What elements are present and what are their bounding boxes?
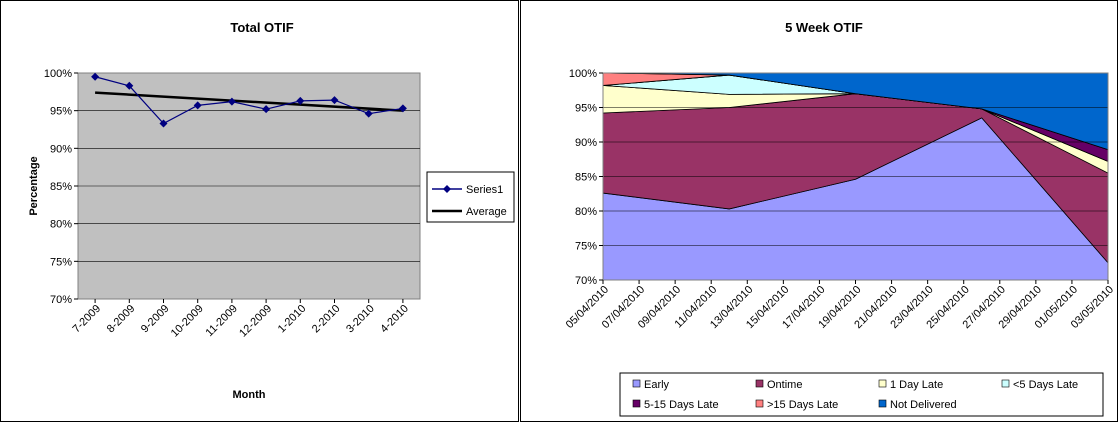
series1-legend-marker <box>443 185 451 193</box>
average-trendline <box>95 91 403 112</box>
legend-swatch-ontime <box>755 379 764 388</box>
legend-swatch-5-15-days-late <box>632 399 641 408</box>
series1-point <box>330 96 339 105</box>
y-tick-label: 80% <box>50 219 72 231</box>
legend-swatch-1-day-late <box>878 379 887 388</box>
legend-average: Average <box>466 206 507 218</box>
y-tick-label: 95% <box>575 103 597 115</box>
y-tick-label: 95% <box>50 106 72 118</box>
legend-swatch-early <box>632 379 641 388</box>
y-tick-label: 100% <box>569 68 597 80</box>
series1-point <box>398 104 407 113</box>
five-week-otif-chart: 5 Week OTIF 70%75%80%85%90%95%100% 05/04… <box>520 0 1118 422</box>
x-axis-title: Month <box>233 389 266 401</box>
legend: Early Ontime 1 Day Late <5 Days Late 5-15 Da… <box>619 372 1104 417</box>
legend-5-15-days-late: 5-15 Days Late <box>644 399 719 411</box>
y-tick-label: 85% <box>50 181 72 193</box>
y-tick-label: 75% <box>50 256 72 268</box>
series1-point <box>91 72 100 81</box>
legend-ontime: Ontime <box>767 379 802 391</box>
legend-series1: Series1 <box>466 184 503 196</box>
y-tick-label: 90% <box>575 137 597 149</box>
series1-point <box>159 119 168 128</box>
chart-title: 5 Week OTIF <box>785 20 863 35</box>
series1-point <box>262 105 271 114</box>
legend-not-delivered: Not Delivered <box>890 399 957 411</box>
y-tick-label: 90% <box>50 143 72 155</box>
legend-5-days-late: <5 Days Late <box>1013 379 1078 391</box>
legend-1-day-late: 1 Day Late <box>890 379 943 391</box>
legend-early: Early <box>644 379 670 391</box>
y-tick-label: 100% <box>44 68 72 80</box>
legend: Series1 Average <box>426 171 515 223</box>
total-otif-chart: Total OTIF 70%75%80%85%90%95%100% 7-2009… <box>0 0 519 422</box>
series1-point <box>227 97 236 106</box>
chart-title: Total OTIF <box>230 20 293 35</box>
legend-swatch-5-days-late <box>1001 379 1010 388</box>
series1-point <box>364 109 373 118</box>
series1-point <box>296 96 305 105</box>
y-tick-label: 85% <box>575 172 597 184</box>
series1-point <box>125 81 134 90</box>
legend-swatch-not-delivered <box>878 399 887 408</box>
y-axis-title: Percentage <box>28 156 40 215</box>
y-tick-label: 75% <box>575 241 597 253</box>
y-tick-label: 80% <box>575 206 597 218</box>
legend-swatch-15-days-late <box>755 399 764 408</box>
series1-line <box>94 76 403 125</box>
y-tick-label: 70% <box>50 294 72 306</box>
legend-15-days-late: >15 Days Late <box>767 399 838 411</box>
series1-point <box>193 101 202 110</box>
y-tick-label: 70% <box>575 275 597 287</box>
